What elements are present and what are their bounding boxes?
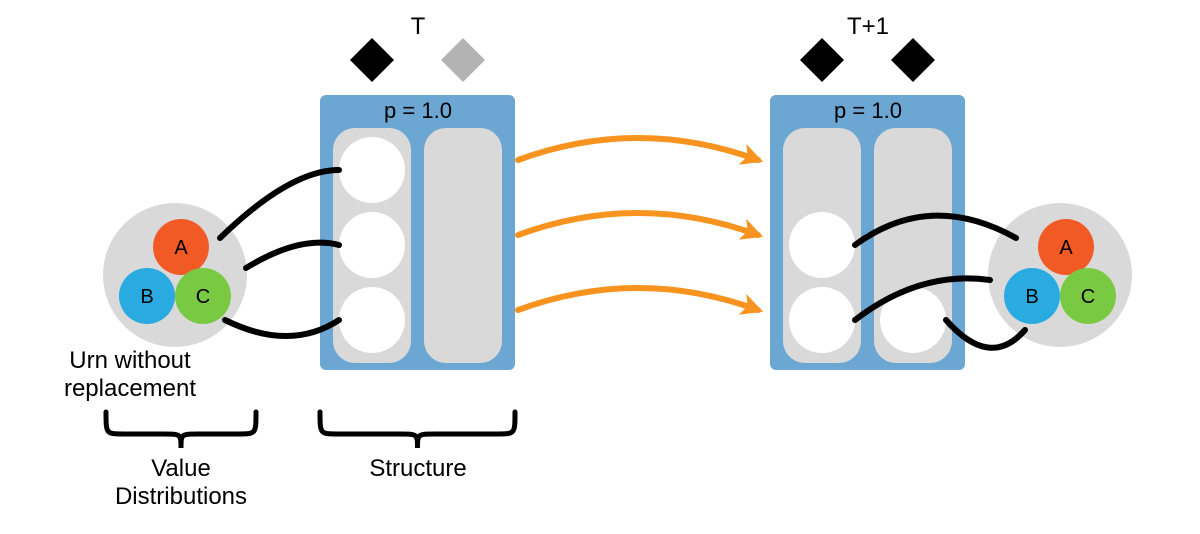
slot-right-1 <box>789 287 855 353</box>
brace-value <box>106 412 256 448</box>
slot-right-0 <box>789 212 855 278</box>
urn-left-node-C-label: C <box>196 286 210 308</box>
transition-arrow-1 <box>518 213 758 235</box>
value-label-line2: Distributions <box>115 483 247 510</box>
urn-left-node-B-label: B <box>140 286 153 308</box>
time-label-left: T <box>411 13 426 40</box>
time-label-right: T+1 <box>847 13 889 40</box>
brace-structure <box>320 412 515 448</box>
p-label-left: p = 1.0 <box>384 98 452 123</box>
slot-left-1 <box>339 212 405 278</box>
urn-right-node-A-label: A <box>1059 237 1073 259</box>
diamond-left-1 <box>441 38 485 82</box>
urn-label-line1: Urn without <box>69 347 191 374</box>
urn-right-node-C-label: C <box>1081 286 1095 308</box>
p-label-right: p = 1.0 <box>834 98 902 123</box>
transition-arrow-0 <box>518 138 758 160</box>
urn-right-node-B-label: B <box>1025 286 1038 308</box>
diamond-right-0 <box>800 38 844 82</box>
structure-label: Structure <box>369 455 466 482</box>
diamond-right-1 <box>891 38 935 82</box>
panel-left-col-2 <box>424 128 502 363</box>
value-label-line1: Value <box>151 455 211 482</box>
diamond-left-0 <box>350 38 394 82</box>
urn-left-node-A-label: A <box>174 237 188 259</box>
transition-arrow-2 <box>518 288 758 310</box>
slot-left-0 <box>339 137 405 203</box>
slot-left-2 <box>339 287 405 353</box>
urn-label-line2: replacement <box>64 375 196 402</box>
